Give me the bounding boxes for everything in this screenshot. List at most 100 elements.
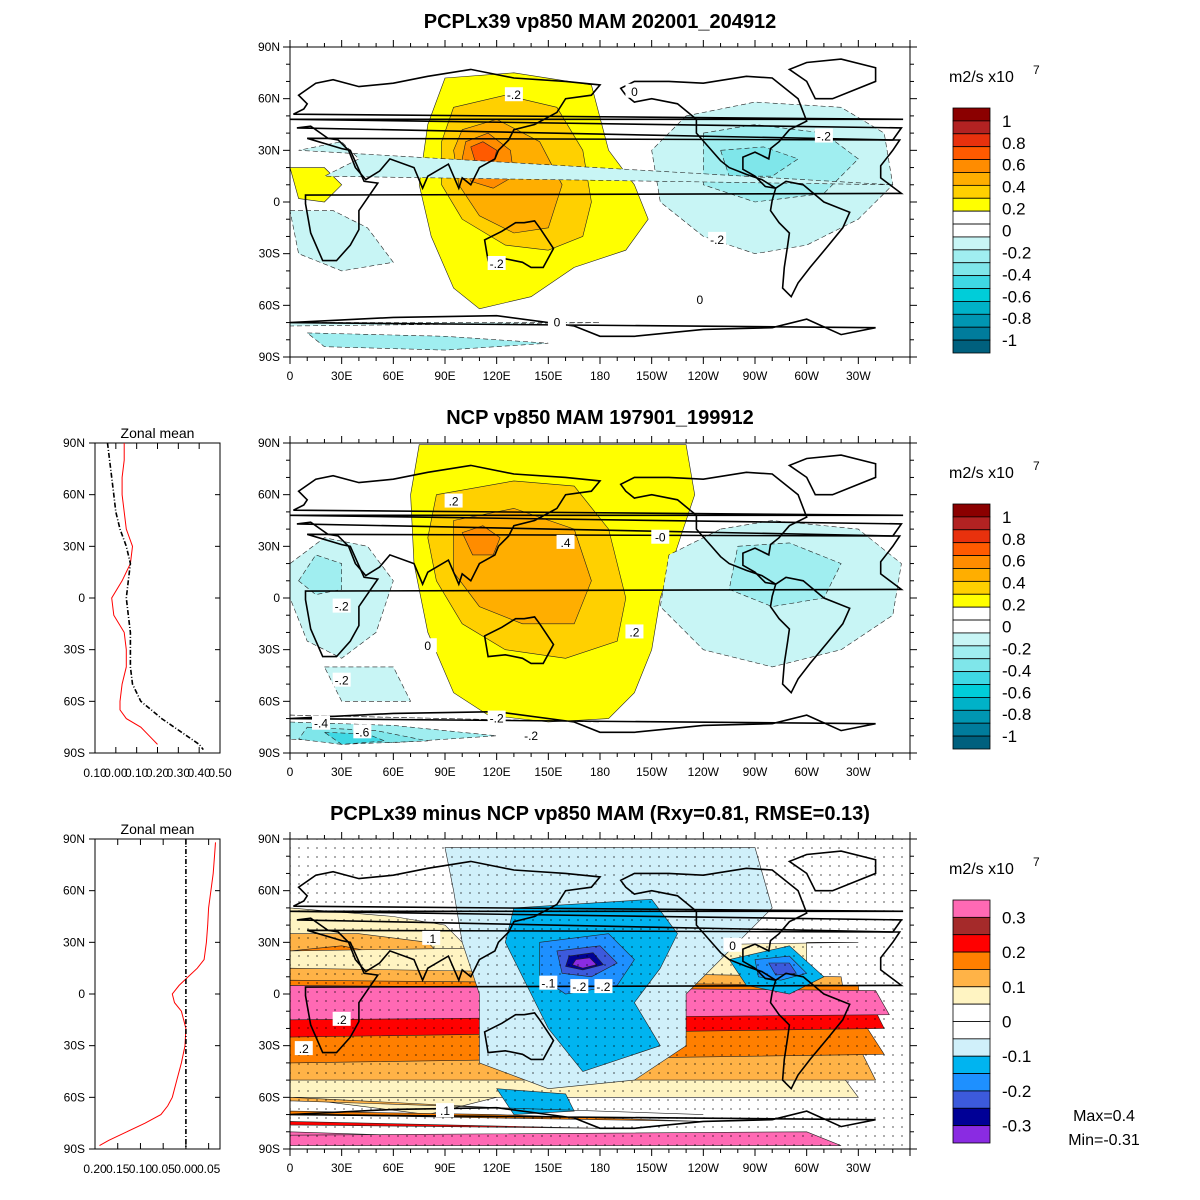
contour-label-bg xyxy=(539,975,558,990)
y-tick-label: 30S xyxy=(259,247,280,261)
colorbar-swatch xyxy=(952,697,991,711)
colorbar-swatch xyxy=(952,236,991,251)
contour-label: .2 xyxy=(629,625,639,639)
x-tick-label: 30W xyxy=(846,765,871,779)
zonal-x-tick-label: 0.20 xyxy=(83,1162,107,1176)
colorbar-label: 0.6 xyxy=(1002,156,1026,175)
contour-label-bg xyxy=(418,638,437,653)
colorbar-units: m2/s x10 xyxy=(949,861,1014,878)
colorbar-swatch xyxy=(952,210,991,225)
contour-label-bg xyxy=(547,314,566,329)
colorbar-swatch xyxy=(952,606,991,621)
y-tick-label: 0 xyxy=(273,591,280,605)
zonal-y-tick-label: 60S xyxy=(64,694,85,708)
colorbar-swatch xyxy=(952,262,991,277)
y-tick-label: 30N xyxy=(258,935,280,949)
contour-label-bg xyxy=(487,710,506,725)
contour-label: 0 xyxy=(554,316,561,330)
y-tick-label: 0 xyxy=(273,987,280,1001)
colorbar-swatch xyxy=(952,516,991,531)
coastline-1 xyxy=(290,464,904,587)
contour-label: -.4 xyxy=(314,717,328,731)
x-tick-label: 150E xyxy=(534,765,562,779)
x-tick-label: 150W xyxy=(636,1161,668,1175)
contour-label: -.1 xyxy=(541,977,555,991)
x-tick-label: 90W xyxy=(743,369,768,383)
y-tick-label: 30N xyxy=(258,143,280,157)
coastline-3 xyxy=(619,867,808,981)
contour-label-bg xyxy=(294,1041,313,1056)
zonal-x-tick-label: 0.50 xyxy=(208,766,232,780)
x-tick-label: 150E xyxy=(534,369,562,383)
colorbar-label: -1 xyxy=(1002,331,1017,350)
zonal-x-tick-label: 0.20 xyxy=(146,766,170,780)
stat-min: Min=-0.31 xyxy=(1068,1132,1140,1149)
coastline-2 xyxy=(483,1012,555,1061)
map-fill-layer: .2 .4 -0 -.2 0 .2 -.2 -.4 -.6 -.2 -.2 xyxy=(290,443,910,753)
colorbar-label: -0.6 xyxy=(1002,683,1031,702)
y-tick-label: 30S xyxy=(259,1039,280,1053)
y-tick-label: 90N xyxy=(258,40,280,54)
colorbar-label: 0.4 xyxy=(1002,178,1026,197)
contour-region-7 xyxy=(298,554,343,595)
x-tick-label: 90W xyxy=(743,1161,768,1175)
contour-label: -.2 xyxy=(817,130,831,144)
colorbar-swatch xyxy=(952,555,991,569)
colorbar-label: 0.8 xyxy=(1002,134,1026,153)
contour-label: -.2 xyxy=(335,674,349,688)
colorbar-swatch xyxy=(952,146,991,160)
colorbar-units-exponent: 7 xyxy=(1033,855,1040,869)
zonal-x-tick-label: 0.05 xyxy=(197,1162,221,1176)
contour-label-bg xyxy=(708,231,727,246)
colorbar-label: -0.3 xyxy=(1002,1117,1031,1136)
contour-label-bg xyxy=(625,83,644,98)
contour-label: -.6 xyxy=(355,725,369,739)
colorbar-label: 0.2 xyxy=(1002,943,1026,962)
significance-stipple xyxy=(290,839,910,1149)
zonal-line-difference xyxy=(99,842,216,1147)
colorbar-label: 0.3 xyxy=(1002,908,1026,927)
x-tick-label: 60W xyxy=(794,369,819,383)
colorbar-label: 0.4 xyxy=(1002,574,1026,593)
y-tick-label: 60S xyxy=(259,298,280,312)
colorbar-swatch xyxy=(952,899,991,918)
contour-label-bg xyxy=(504,87,523,102)
coastline-4 xyxy=(769,576,851,695)
coastline-6 xyxy=(290,1106,876,1130)
colorbar-swatch xyxy=(952,542,991,556)
contour-label-bg xyxy=(332,598,351,613)
contour-label: -.2 xyxy=(490,712,504,726)
panel1-title: PCPLx39 vp850 MAM 202001_204912 xyxy=(424,11,776,33)
zonal-y-tick-label: 90N xyxy=(63,832,85,846)
zonal-line-PCPLx39 xyxy=(111,443,158,745)
coastline-6 xyxy=(290,710,876,734)
zonal-y-tick-label: 30S xyxy=(64,1039,85,1053)
y-tick-label: 90S xyxy=(259,350,280,364)
y-tick-label: 60N xyxy=(258,884,280,898)
colorbar-label: -0.4 xyxy=(1002,265,1031,284)
zonal-frame xyxy=(94,442,221,754)
contour-label: -.2 xyxy=(596,980,610,994)
colorbar-swatch xyxy=(952,301,991,315)
colorbar-label: 0.8 xyxy=(1002,530,1026,549)
contour-label-bg xyxy=(625,624,644,639)
contour-label-bg xyxy=(556,534,575,549)
x-tick-label: 150E xyxy=(534,1161,562,1175)
zonal-x-tick-label: 0.10 xyxy=(129,1162,153,1176)
colorbar-label: 0 xyxy=(1002,618,1011,637)
colorbar-label: 0.2 xyxy=(1002,200,1026,219)
contour-region-9 xyxy=(290,210,394,272)
colorbar-swatch xyxy=(952,709,991,724)
panel1-map: -.2 0 -.2 -.2 -.2 0 0 0 30E 60E 90E 120E 150E 180 150W… xyxy=(258,40,917,383)
coastline-1 xyxy=(290,860,904,983)
zonal-x-tick-label: 0.40 xyxy=(187,766,211,780)
colorbar-label: 0 xyxy=(1002,1013,1011,1032)
panel2-zonal-mean: Zonal mean 90N 60N 30N 0 30S 60S 90S 0.100.000.1… xyxy=(63,425,232,780)
contour-label: -.2 xyxy=(710,233,724,247)
contour-label-bg xyxy=(723,937,742,952)
panel3-map: -.2 -.2 -.1 .2 .2 .1 0 .1 0 30E 60E 90E 120E 150E 180 1… xyxy=(258,832,917,1175)
coastline-6 xyxy=(290,314,876,338)
zonal-x-tick-label: 0.05 xyxy=(152,1162,176,1176)
contour-label: .2 xyxy=(299,1042,309,1056)
colorbar-label: -0.2 xyxy=(1002,243,1031,262)
